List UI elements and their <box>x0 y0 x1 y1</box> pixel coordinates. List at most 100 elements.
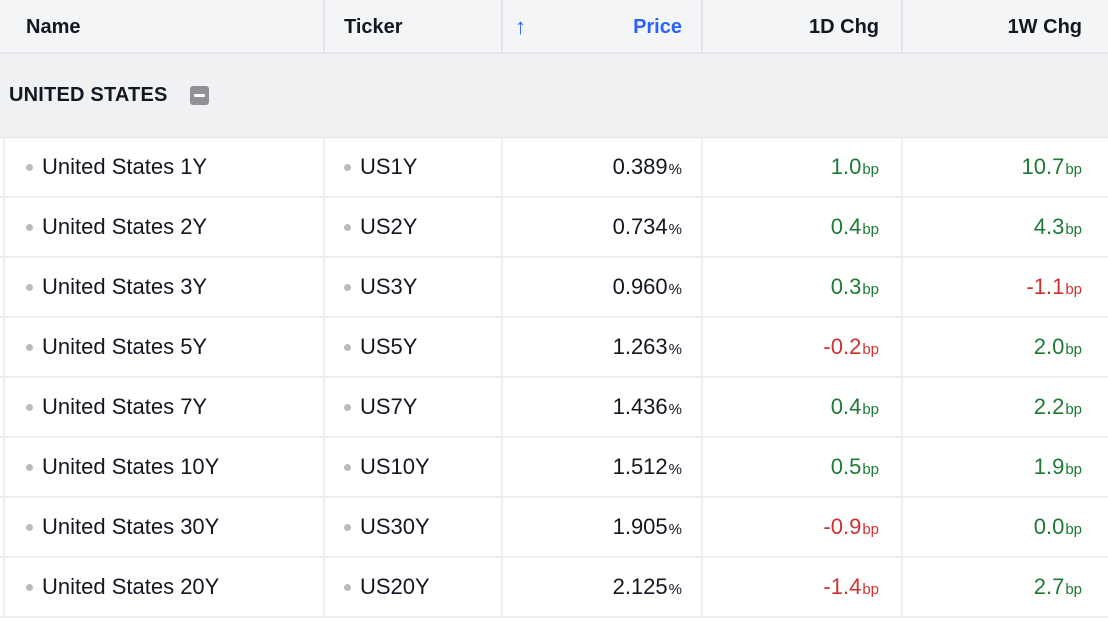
group-header-united-states: UNITED STATES <box>0 54 1108 138</box>
row-1w-change-unit: bp <box>1065 280 1082 298</box>
group-label: UNITED STATES <box>9 84 168 106</box>
collapse-minus-icon[interactable] <box>189 86 209 105</box>
row-1d-change-cell: -0.9 bp <box>703 498 903 556</box>
bullet-icon <box>26 403 33 411</box>
bullet-icon <box>344 403 351 411</box>
row-price: 1.263 <box>612 334 668 359</box>
row-name-cell[interactable]: United States 30Y <box>0 498 325 556</box>
row-name[interactable]: United States 3Y <box>42 274 208 299</box>
row-price-unit: % <box>668 280 682 298</box>
row-1d-change: -1.4 <box>823 574 862 599</box>
row-ticker-cell[interactable]: US3Y <box>325 258 503 316</box>
arrow-up-icon[interactable]: ↑ <box>515 14 526 39</box>
row-ticker-cell[interactable]: US7Y <box>325 378 503 436</box>
row-price-unit: % <box>668 400 682 418</box>
row-name[interactable]: United States 5Y <box>42 334 208 359</box>
column-header-price[interactable]: ↑ Price <box>503 0 703 52</box>
row-ticker[interactable]: US10Y <box>360 454 430 479</box>
table-body: United States 1Y US1Y 0.389% 1.0 bp 10.7 bp Uni… <box>0 138 1108 618</box>
bullet-icon <box>26 523 33 531</box>
bullet-icon <box>26 223 33 231</box>
row-name[interactable]: United States 30Y <box>42 514 220 539</box>
row-name-cell[interactable]: United States 5Y <box>0 318 325 376</box>
row-ticker[interactable]: US3Y <box>360 274 418 299</box>
table-row[interactable]: United States 5Y US5Y 1.263% -0.2 bp 2.0 bp <box>0 318 1108 378</box>
row-ticker-cell[interactable]: US5Y <box>325 318 503 376</box>
row-price-cell: 1.436% <box>503 378 703 436</box>
row-name-cell[interactable]: United States 20Y <box>0 558 325 616</box>
row-name[interactable]: United States 2Y <box>42 214 208 239</box>
row-1d-change-unit: bp <box>862 580 879 598</box>
row-ticker[interactable]: US30Y <box>360 514 430 539</box>
row-name-cell[interactable]: United States 7Y <box>0 378 325 436</box>
row-1d-change-cell: 0.4 bp <box>703 378 903 436</box>
bullet-icon <box>344 523 351 531</box>
row-1d-change-unit: bp <box>862 340 879 358</box>
row-1d-change: 0.4 <box>830 394 862 419</box>
row-name-cell[interactable]: United States 1Y <box>0 138 325 196</box>
row-1w-change: 4.3 <box>1033 214 1065 239</box>
row-name[interactable]: United States 20Y <box>42 574 220 599</box>
bullet-icon <box>26 163 33 171</box>
row-1w-change-cell: -1.1 bp <box>903 258 1108 316</box>
bullet-icon <box>344 583 351 591</box>
column-header-name-label: Name <box>26 15 81 38</box>
row-ticker-cell[interactable]: US2Y <box>325 198 503 256</box>
bullet-icon <box>26 583 33 591</box>
table-row[interactable]: United States 1Y US1Y 0.389% 1.0 bp 10.7 bp <box>0 138 1108 198</box>
table-row[interactable]: United States 2Y US2Y 0.734% 0.4 bp 4.3 bp <box>0 198 1108 258</box>
row-price-cell: 1.905% <box>503 498 703 556</box>
row-1d-change-unit: bp <box>862 460 879 478</box>
row-1w-change: 2.0 <box>1033 334 1065 359</box>
row-price-cell: 0.960% <box>503 258 703 316</box>
column-header-name[interactable]: Name <box>0 0 325 52</box>
row-1w-change: -1.1 <box>1026 274 1065 299</box>
table-row[interactable]: United States 30Y US30Y 1.905% -0.9 bp 0.0 bp <box>0 498 1108 558</box>
row-ticker-cell[interactable]: US30Y <box>325 498 503 556</box>
row-ticker[interactable]: US1Y <box>360 154 418 179</box>
row-1d-change: 0.3 <box>830 274 862 299</box>
row-1w-change-unit: bp <box>1065 340 1082 358</box>
row-name-cell[interactable]: United States 2Y <box>0 198 325 256</box>
table-header: Name Ticker ↑ Price 1D Chg 1W Chg <box>0 0 1108 54</box>
table-row[interactable]: United States 7Y US7Y 1.436% 0.4 bp 2.2 bp <box>0 378 1108 438</box>
row-name-cell[interactable]: United States 10Y <box>0 438 325 496</box>
row-1w-change-cell: 10.7 bp <box>903 138 1108 196</box>
row-price-unit: % <box>668 520 682 538</box>
row-price-cell: 0.389% <box>503 138 703 196</box>
row-ticker-cell[interactable]: US20Y <box>325 558 503 616</box>
table-row[interactable]: United States 20Y US20Y 2.125% -1.4 bp 2.7 bp <box>0 558 1108 618</box>
column-header-ticker-label: Ticker <box>344 15 403 38</box>
row-1w-change-unit: bp <box>1065 160 1082 178</box>
row-1d-change: -0.2 <box>823 334 862 359</box>
row-ticker[interactable]: US2Y <box>360 214 418 239</box>
row-price-unit: % <box>668 460 682 478</box>
row-ticker-cell[interactable]: US1Y <box>325 138 503 196</box>
row-name[interactable]: United States 7Y <box>42 394 208 419</box>
row-1d-change-cell: 1.0 bp <box>703 138 903 196</box>
row-1w-change-cell: 1.9 bp <box>903 438 1108 496</box>
row-1d-change-cell: -1.4 bp <box>703 558 903 616</box>
table-row[interactable]: United States 3Y US3Y 0.960% 0.3 bp -1.1 bp <box>0 258 1108 318</box>
row-name-cell[interactable]: United States 3Y <box>0 258 325 316</box>
column-header-1w-change[interactable]: 1W Chg <box>903 0 1108 52</box>
row-ticker-cell[interactable]: US10Y <box>325 438 503 496</box>
row-1w-change: 2.2 <box>1033 394 1065 419</box>
row-name[interactable]: United States 1Y <box>42 154 208 179</box>
row-ticker[interactable]: US7Y <box>360 394 418 419</box>
column-header-1d-change[interactable]: 1D Chg <box>703 0 903 52</box>
bullet-icon <box>26 343 33 351</box>
table-row[interactable]: United States 10Y US10Y 1.512% 0.5 bp 1.9 bp <box>0 438 1108 498</box>
bullet-icon <box>344 343 351 351</box>
column-header-price-label: Price <box>633 15 682 38</box>
row-1w-change: 1.9 <box>1033 454 1065 479</box>
row-price: 1.512 <box>612 454 668 479</box>
row-name[interactable]: United States 10Y <box>42 454 220 479</box>
row-1w-change-cell: 2.2 bp <box>903 378 1108 436</box>
row-ticker[interactable]: US5Y <box>360 334 418 359</box>
row-price: 0.389 <box>612 154 668 179</box>
column-header-ticker[interactable]: Ticker <box>325 0 503 52</box>
row-1w-change: 10.7 <box>1021 154 1065 179</box>
row-ticker[interactable]: US20Y <box>360 574 430 599</box>
